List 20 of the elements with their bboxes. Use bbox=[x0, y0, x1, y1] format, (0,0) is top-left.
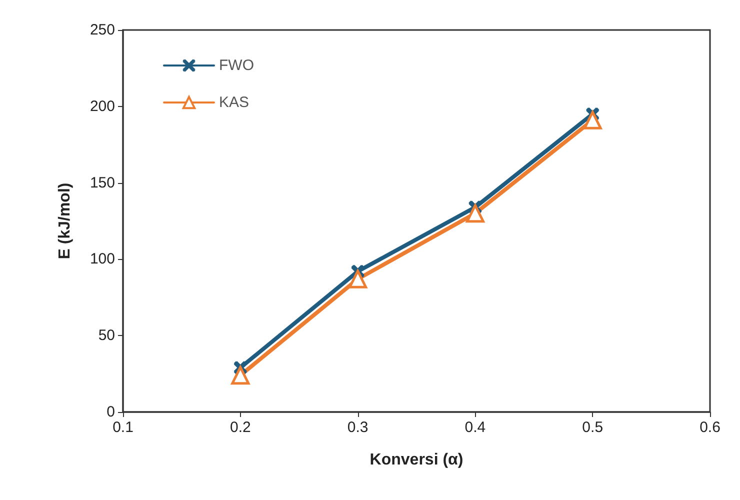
x-tick-label: 0.3 bbox=[347, 419, 368, 436]
point bbox=[583, 110, 602, 130]
y-tick-label: 50 bbox=[98, 327, 115, 344]
x-tick-label: 0.1 bbox=[112, 419, 134, 436]
legend-label: KAS bbox=[219, 94, 250, 111]
y-tick-label: 100 bbox=[90, 250, 115, 268]
x-axis-title: Konversi (α) bbox=[370, 452, 464, 468]
y-tick-label: 250 bbox=[90, 22, 115, 38]
x-tick-label: 0.6 bbox=[700, 419, 720, 436]
y-tick-label: 200 bbox=[90, 98, 115, 115]
y-axis-title: E (kJ/mol) bbox=[56, 182, 74, 260]
point bbox=[231, 366, 250, 385]
x-tick-label: 0.4 bbox=[464, 419, 486, 436]
point bbox=[348, 270, 368, 288]
point bbox=[466, 204, 484, 223]
y-tick-label: 150 bbox=[90, 174, 115, 192]
y-tick-label: 0 bbox=[106, 404, 115, 420]
x-tick-label: 0.2 bbox=[230, 419, 251, 436]
legend-label: FWO bbox=[219, 57, 254, 74]
x-tick-label: 0.5 bbox=[582, 419, 604, 436]
